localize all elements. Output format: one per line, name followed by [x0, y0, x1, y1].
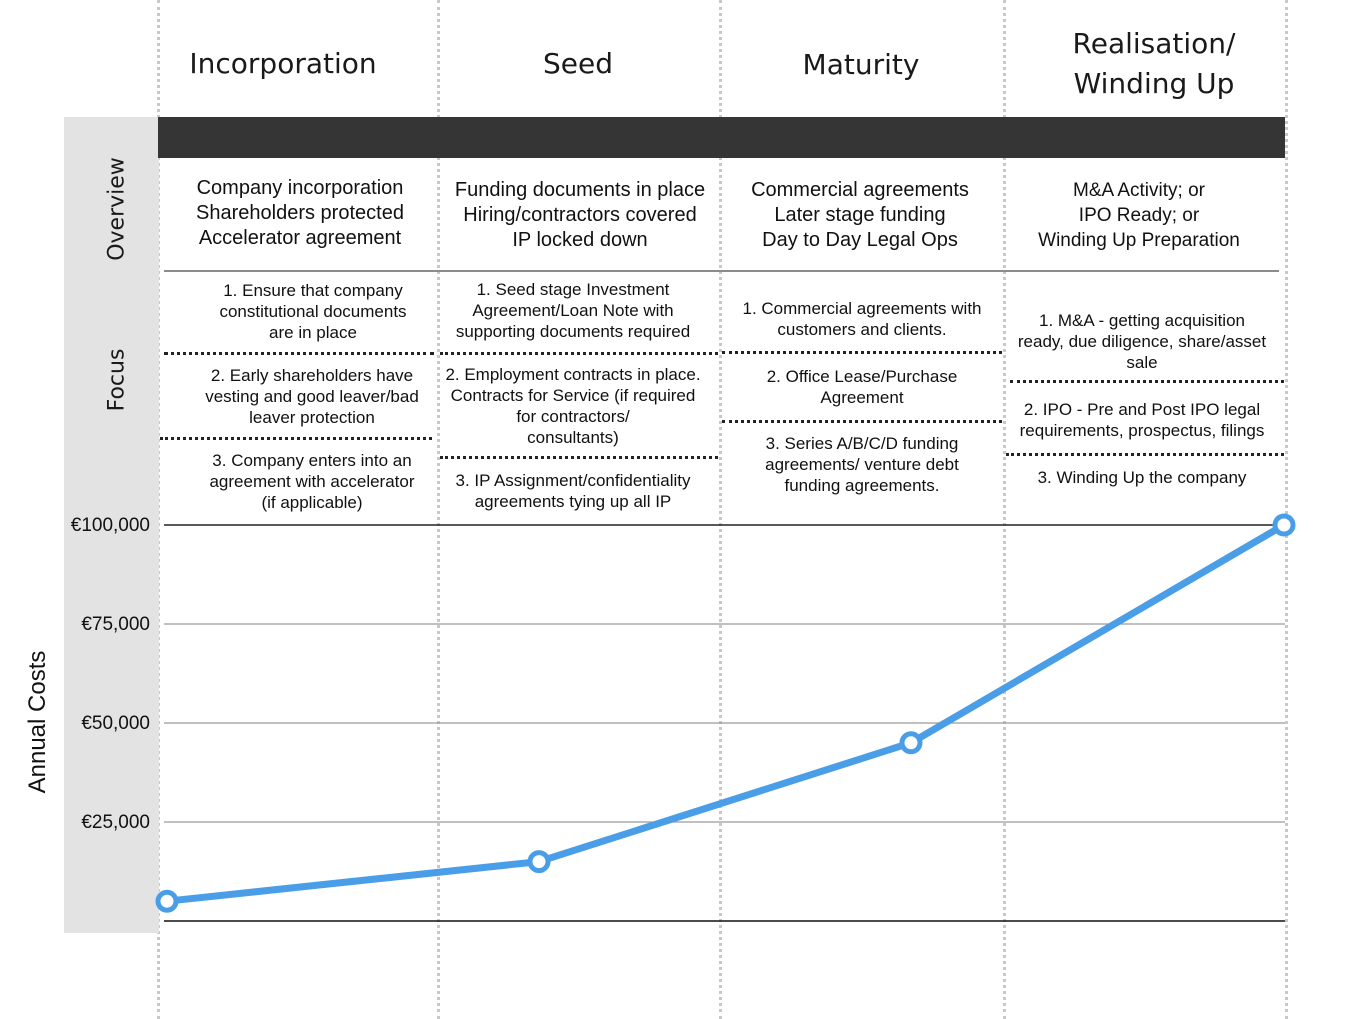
y-tick-label: €25,000: [81, 812, 150, 833]
y-tick-label: €75,000: [81, 614, 150, 635]
data-point: [899, 731, 923, 755]
focus-item: 2. Office Lease/Purchase Agreement: [766, 367, 958, 407]
overview-maturity: Commercial agreements Later stage fundin…: [751, 179, 969, 251]
focus-item: 1. Seed stage Investment Agreement/Loan …: [455, 280, 691, 341]
focus-item: 2. Early shareholders have vesting and g…: [205, 366, 419, 427]
focus-item: 3. Series A/B/C/D funding agreements/ ve…: [765, 434, 959, 495]
focus-item: 1. M&A - getting acquisition ready, due …: [1017, 311, 1267, 372]
header-bar: [158, 117, 1285, 158]
chart-side-panel: [64, 378, 159, 933]
focus-item: 1. Ensure that company constitutional do…: [219, 281, 407, 342]
stage-title-realisation: Realisation/ Winding Up: [1072, 27, 1236, 100]
overview-side-panel: [64, 117, 159, 242]
focus-divider: [160, 437, 432, 440]
y-tick-label: €50,000: [81, 713, 150, 734]
overview-incorporation: Company incorporation Shareholders prote…: [196, 177, 404, 249]
focus-side-panel: [64, 242, 159, 378]
y-tick-label: €100,000: [70, 515, 150, 536]
overview-focus-divider: [164, 270, 1279, 272]
focus-divider: [722, 420, 1002, 423]
focus-divider: [164, 352, 434, 355]
focus-divider: [722, 351, 1002, 354]
data-point: [155, 889, 179, 913]
overview-seed: Funding documents in place Hiring/contra…: [454, 179, 706, 251]
focus-item: 2. Employment contracts in place. Contra…: [445, 365, 701, 447]
stage-title-maturity: Maturity: [802, 48, 920, 81]
focus-divider: [440, 352, 718, 355]
focus-item: 2. IPO - Pre and Post IPO legal requirem…: [1019, 400, 1265, 440]
focus-item: 3. IP Assignment/confidentiality agreeme…: [455, 471, 691, 511]
column-separator: [1285, 0, 1288, 1019]
stage-title-seed: Seed: [543, 47, 613, 80]
focus-divider: [1006, 453, 1284, 456]
focus-divider: [1010, 380, 1284, 383]
stage-title-incorporation: Incorporation: [189, 47, 377, 80]
focus-divider: [440, 456, 718, 459]
data-point: [1272, 513, 1296, 537]
focus-item: 3. Company enters into an agreement with…: [209, 451, 415, 512]
data-point: [527, 850, 551, 874]
series-line: [166, 521, 1286, 905]
column-separator: [437, 0, 440, 1019]
overview-realisation: M&A Activity; or IPO Ready; or Winding U…: [1038, 180, 1240, 251]
focus-item: 3. Winding Up the company: [1037, 468, 1247, 487]
column-separator: [719, 0, 722, 1019]
column-separator: [1003, 0, 1006, 1019]
focus-item: 1. Commercial agreements with customers …: [742, 299, 982, 339]
